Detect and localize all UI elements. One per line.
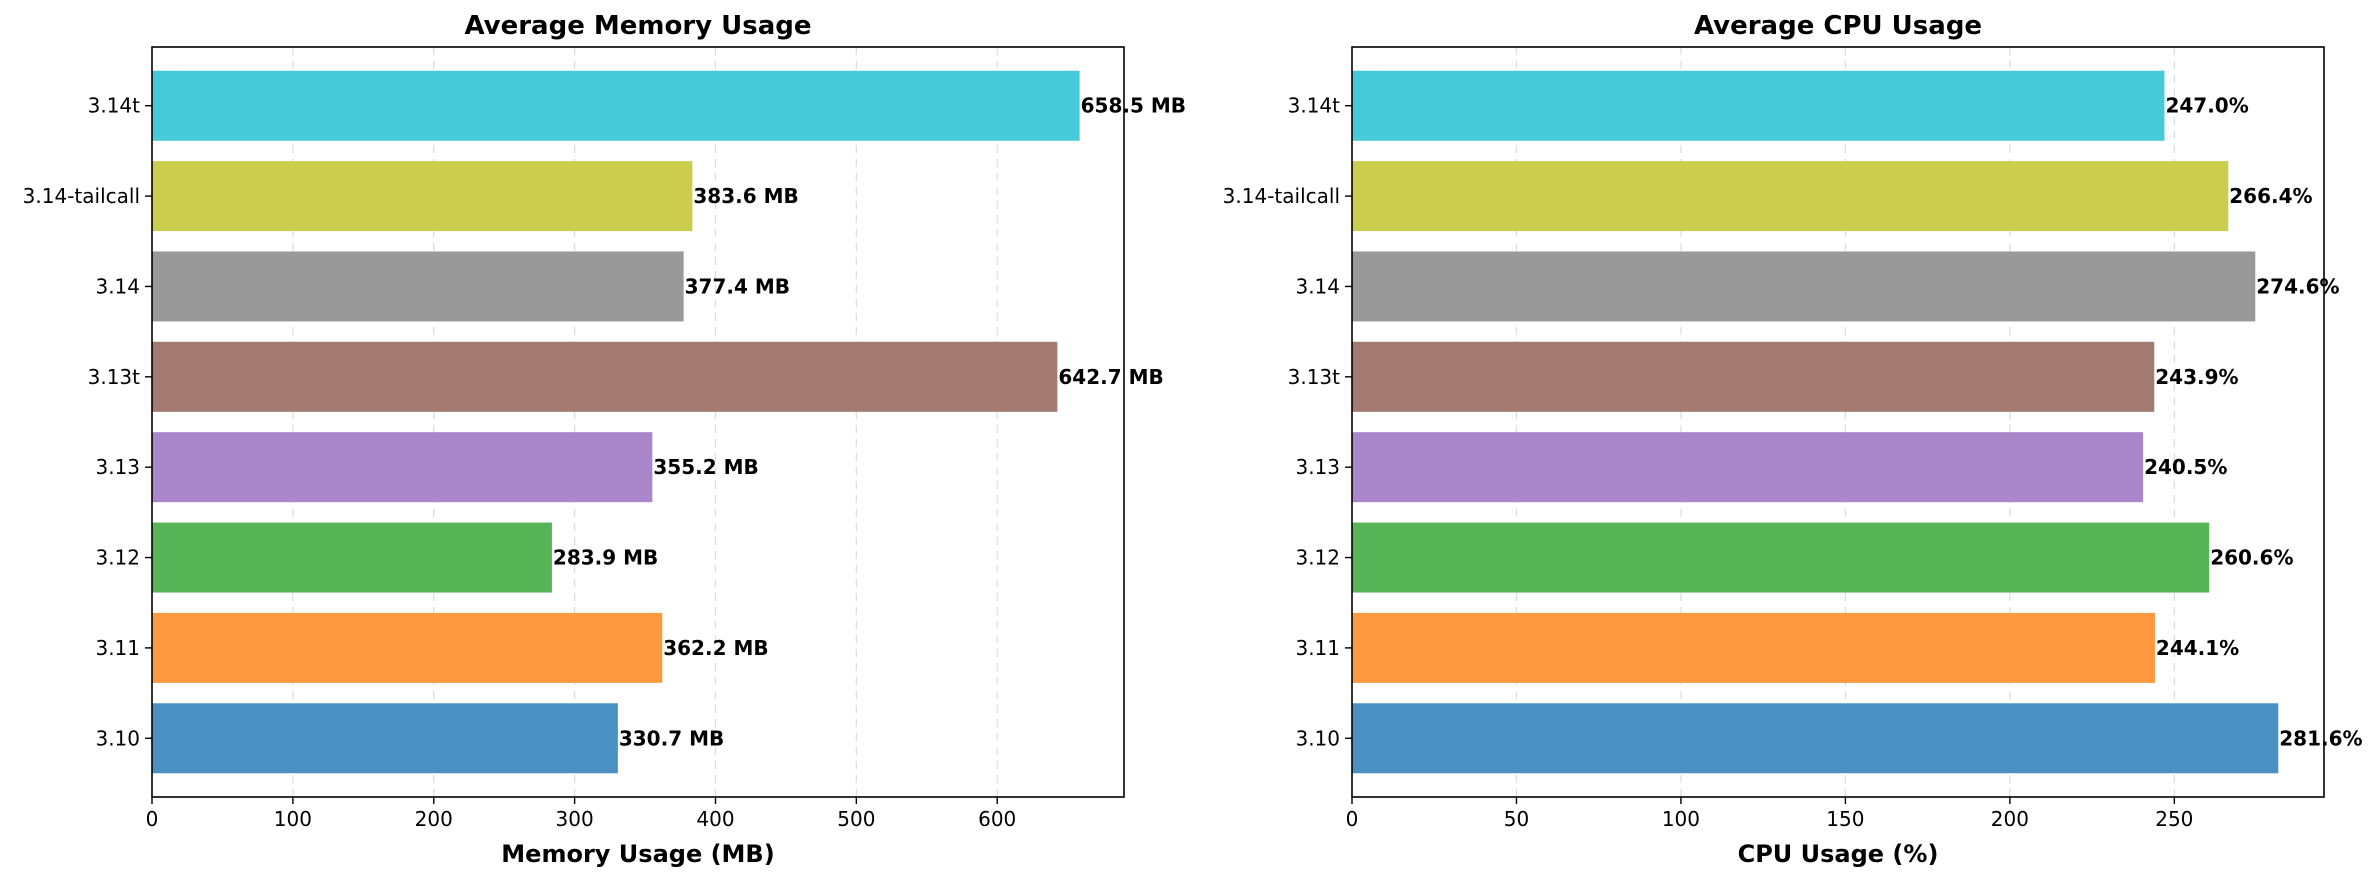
bar-value-label: 642.7 MB bbox=[1058, 365, 1163, 389]
x-tick-label: 250 bbox=[2155, 807, 2193, 831]
y-tick-label: 3.12 bbox=[95, 546, 140, 570]
bar-3.12 bbox=[152, 522, 552, 593]
x-tick-label: 200 bbox=[415, 807, 453, 831]
cpu-y-ticks: 3.10 3.11 3.12 3.13 3.13t 3.14 3.14-tailcall 3.… bbox=[1223, 94, 1352, 750]
bar-3.11 bbox=[1352, 612, 2155, 683]
bar-3.13 bbox=[152, 432, 653, 503]
x-tick-label: 0 bbox=[1346, 807, 1359, 831]
memory-bars: 330.7 MB 362.2 MB 283.9 MB 355.2 MB 642.7 MB… bbox=[152, 70, 1186, 774]
y-tick-label: 3.12 bbox=[1295, 546, 1340, 570]
y-tick-label: 3.14-tailcall bbox=[23, 184, 140, 208]
bar-3.14-tailcall bbox=[152, 161, 693, 232]
x-tick-label: 150 bbox=[1826, 807, 1864, 831]
y-tick-label: 3.14-tailcall bbox=[1223, 184, 1340, 208]
cpu-chart-title: Average CPU Usage bbox=[1694, 11, 1982, 41]
cpu-x-axis-label: CPU Usage (%) bbox=[1738, 840, 1939, 868]
memory-y-ticks: 3.10 3.11 3.12 3.13 3.13t 3.14 3.14-tailcall 3.… bbox=[23, 94, 152, 750]
bar-value-label: 243.9% bbox=[2155, 365, 2238, 389]
cpu-x-ticks: 0 50 100 150 200 250 bbox=[1346, 797, 2193, 831]
bar-value-label: 658.5 MB bbox=[1081, 94, 1186, 118]
memory-x-axis-label: Memory Usage (MB) bbox=[501, 840, 774, 868]
x-tick-label: 100 bbox=[274, 807, 312, 831]
bar-3.10 bbox=[1352, 703, 2279, 774]
bar-value-label: 377.4 MB bbox=[685, 274, 790, 298]
y-tick-label: 3.13t bbox=[88, 365, 141, 389]
bar-value-label: 281.6% bbox=[2279, 726, 2362, 750]
x-tick-label: 400 bbox=[696, 807, 734, 831]
bar-value-label: 355.2 MB bbox=[653, 455, 758, 479]
bar-3.14-tailcall bbox=[1352, 161, 2229, 232]
cpu-plot-frame bbox=[1351, 46, 2325, 798]
bar-3.14 bbox=[152, 251, 684, 322]
bar-value-label: 240.5% bbox=[2144, 455, 2227, 479]
y-tick-label: 3.14t bbox=[1288, 94, 1341, 118]
bar-3.11 bbox=[152, 612, 663, 683]
bar-value-label: 362.2 MB bbox=[663, 636, 768, 660]
bar-value-label: 247.0% bbox=[2165, 94, 2248, 118]
y-tick-label: 3.14t bbox=[88, 94, 141, 118]
x-tick-label: 600 bbox=[978, 807, 1016, 831]
memory-grid bbox=[292, 47, 998, 797]
bar-3.12 bbox=[1352, 522, 2210, 593]
x-tick-label: 50 bbox=[1504, 807, 1529, 831]
memory-chart: Average Memory Usage 330.7 MB 362.2 MB 283… bbox=[23, 11, 1186, 868]
bar-3.13t bbox=[1352, 341, 2155, 412]
bar-3.14t bbox=[152, 70, 1080, 141]
bar-value-label: 244.1% bbox=[2156, 636, 2239, 660]
bar-value-label: 330.7 MB bbox=[619, 726, 724, 750]
x-tick-label: 300 bbox=[556, 807, 594, 831]
bar-3.14 bbox=[1352, 251, 2256, 322]
y-tick-label: 3.14 bbox=[95, 274, 140, 298]
x-tick-label: 200 bbox=[1991, 807, 2029, 831]
y-tick-label: 3.14 bbox=[1295, 274, 1340, 298]
cpu-grid bbox=[1515, 47, 2175, 797]
x-tick-label: 100 bbox=[1662, 807, 1700, 831]
cpu-chart: Average CPU Usage 281.6% 244.1% 260.6% 240.… bbox=[1223, 11, 2363, 868]
bar-3.13t bbox=[152, 341, 1058, 412]
bar-3.10 bbox=[152, 703, 618, 774]
bar-3.14t bbox=[1352, 70, 2165, 141]
memory-x-ticks: 0 100 200 300 400 500 600 bbox=[146, 797, 1016, 831]
y-tick-label: 3.13t bbox=[1288, 365, 1341, 389]
y-tick-label: 3.11 bbox=[1295, 636, 1340, 660]
y-tick-label: 3.13 bbox=[1295, 455, 1340, 479]
memory-chart-title: Average Memory Usage bbox=[464, 11, 811, 41]
bar-value-label: 266.4% bbox=[2229, 184, 2312, 208]
bar-3.13 bbox=[1352, 432, 2144, 503]
bar-value-label: 260.6% bbox=[2210, 546, 2293, 570]
y-tick-label: 3.10 bbox=[1295, 726, 1340, 750]
cpu-bars: 281.6% 244.1% 260.6% 240.5% 243.9% 274.6% 266.… bbox=[1352, 70, 2363, 774]
x-tick-label: 0 bbox=[146, 807, 159, 831]
y-tick-label: 3.11 bbox=[95, 636, 140, 660]
bar-value-label: 383.6 MB bbox=[693, 184, 798, 208]
y-tick-label: 3.13 bbox=[95, 455, 140, 479]
memory-plot-frame bbox=[151, 46, 1125, 798]
x-tick-label: 500 bbox=[837, 807, 875, 831]
bar-value-label: 283.9 MB bbox=[553, 546, 658, 570]
bar-value-label: 274.6% bbox=[2256, 274, 2339, 298]
y-tick-label: 3.10 bbox=[95, 726, 140, 750]
